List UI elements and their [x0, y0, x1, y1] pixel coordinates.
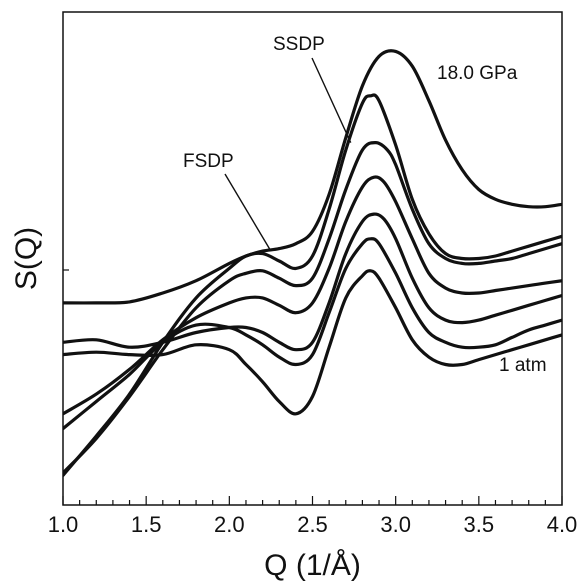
series-line-2 [63, 93, 562, 477]
annotation-bottom-pressure: 1 atm [499, 355, 547, 376]
x-tick-label: 2.5 [297, 512, 328, 537]
series-line-5 [63, 212, 562, 352]
x-tick-label: 2.0 [214, 512, 245, 537]
annotation-fsdp-pointer [224, 173, 272, 252]
x-tick-label: 1.5 [131, 512, 162, 537]
y-axis-label: S(Q) [10, 227, 43, 290]
annotation-ssdp-pointer [311, 57, 352, 143]
x-tick-labels: 1.0 1.5 2.0 2.5 3.0 3.5 4.0 [48, 512, 578, 537]
x-tick-label: 3.5 [464, 512, 495, 537]
x-tick-label: 4.0 [547, 512, 578, 537]
plot-area [63, 49, 562, 477]
annotation-fsdp: FSDP [183, 151, 234, 172]
series-line-4 [63, 175, 562, 416]
series-line-6 [63, 237, 562, 431]
annotations: SSDP FSDP 18.0 GPa 1 atm [183, 34, 547, 376]
plot-frame [62, 11, 563, 506]
x-tick-label: 3.0 [380, 512, 411, 537]
series-line-7 [63, 269, 562, 416]
annotation-ssdp: SSDP [273, 34, 325, 55]
series-line-3 [63, 140, 562, 475]
annotation-top-pressure: 18.0 GPa [437, 63, 518, 84]
series-line-1 [63, 49, 562, 305]
x-axis-label: Q (1/Å) [264, 549, 361, 582]
tick-marks [62, 269, 563, 505]
x-tick-label: 1.0 [48, 512, 79, 537]
